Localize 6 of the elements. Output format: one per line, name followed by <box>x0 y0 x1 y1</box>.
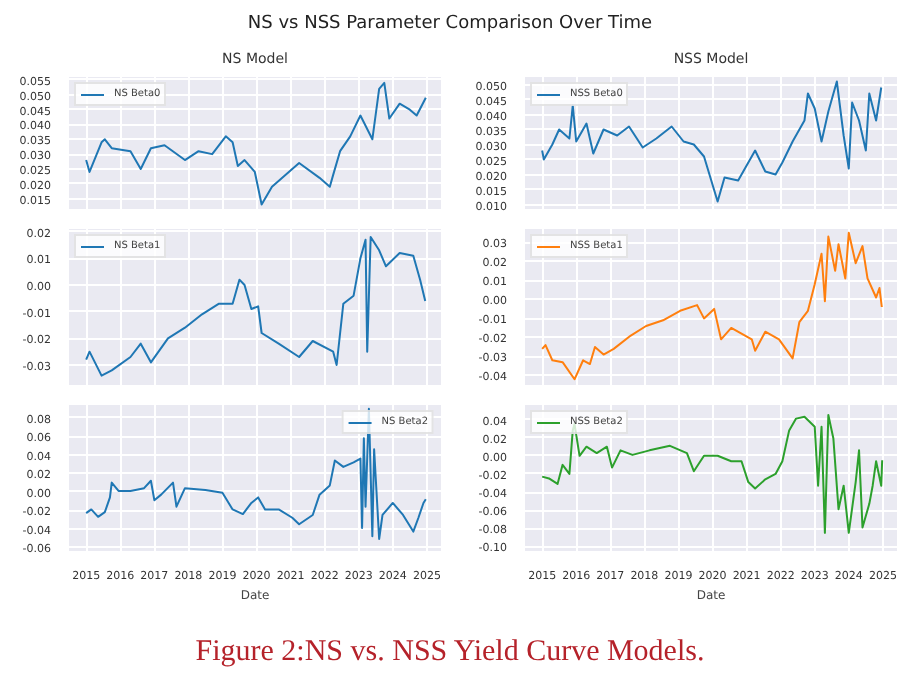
line-series <box>541 80 883 203</box>
line-series <box>85 236 427 377</box>
caption: Figure 2:NS vs. NSS Yield Curve Models. <box>193 634 707 672</box>
line-series <box>541 413 884 534</box>
line-series <box>85 407 427 540</box>
text: NS vs NSS Parameter Comparison Over Time <box>245 12 655 38</box>
